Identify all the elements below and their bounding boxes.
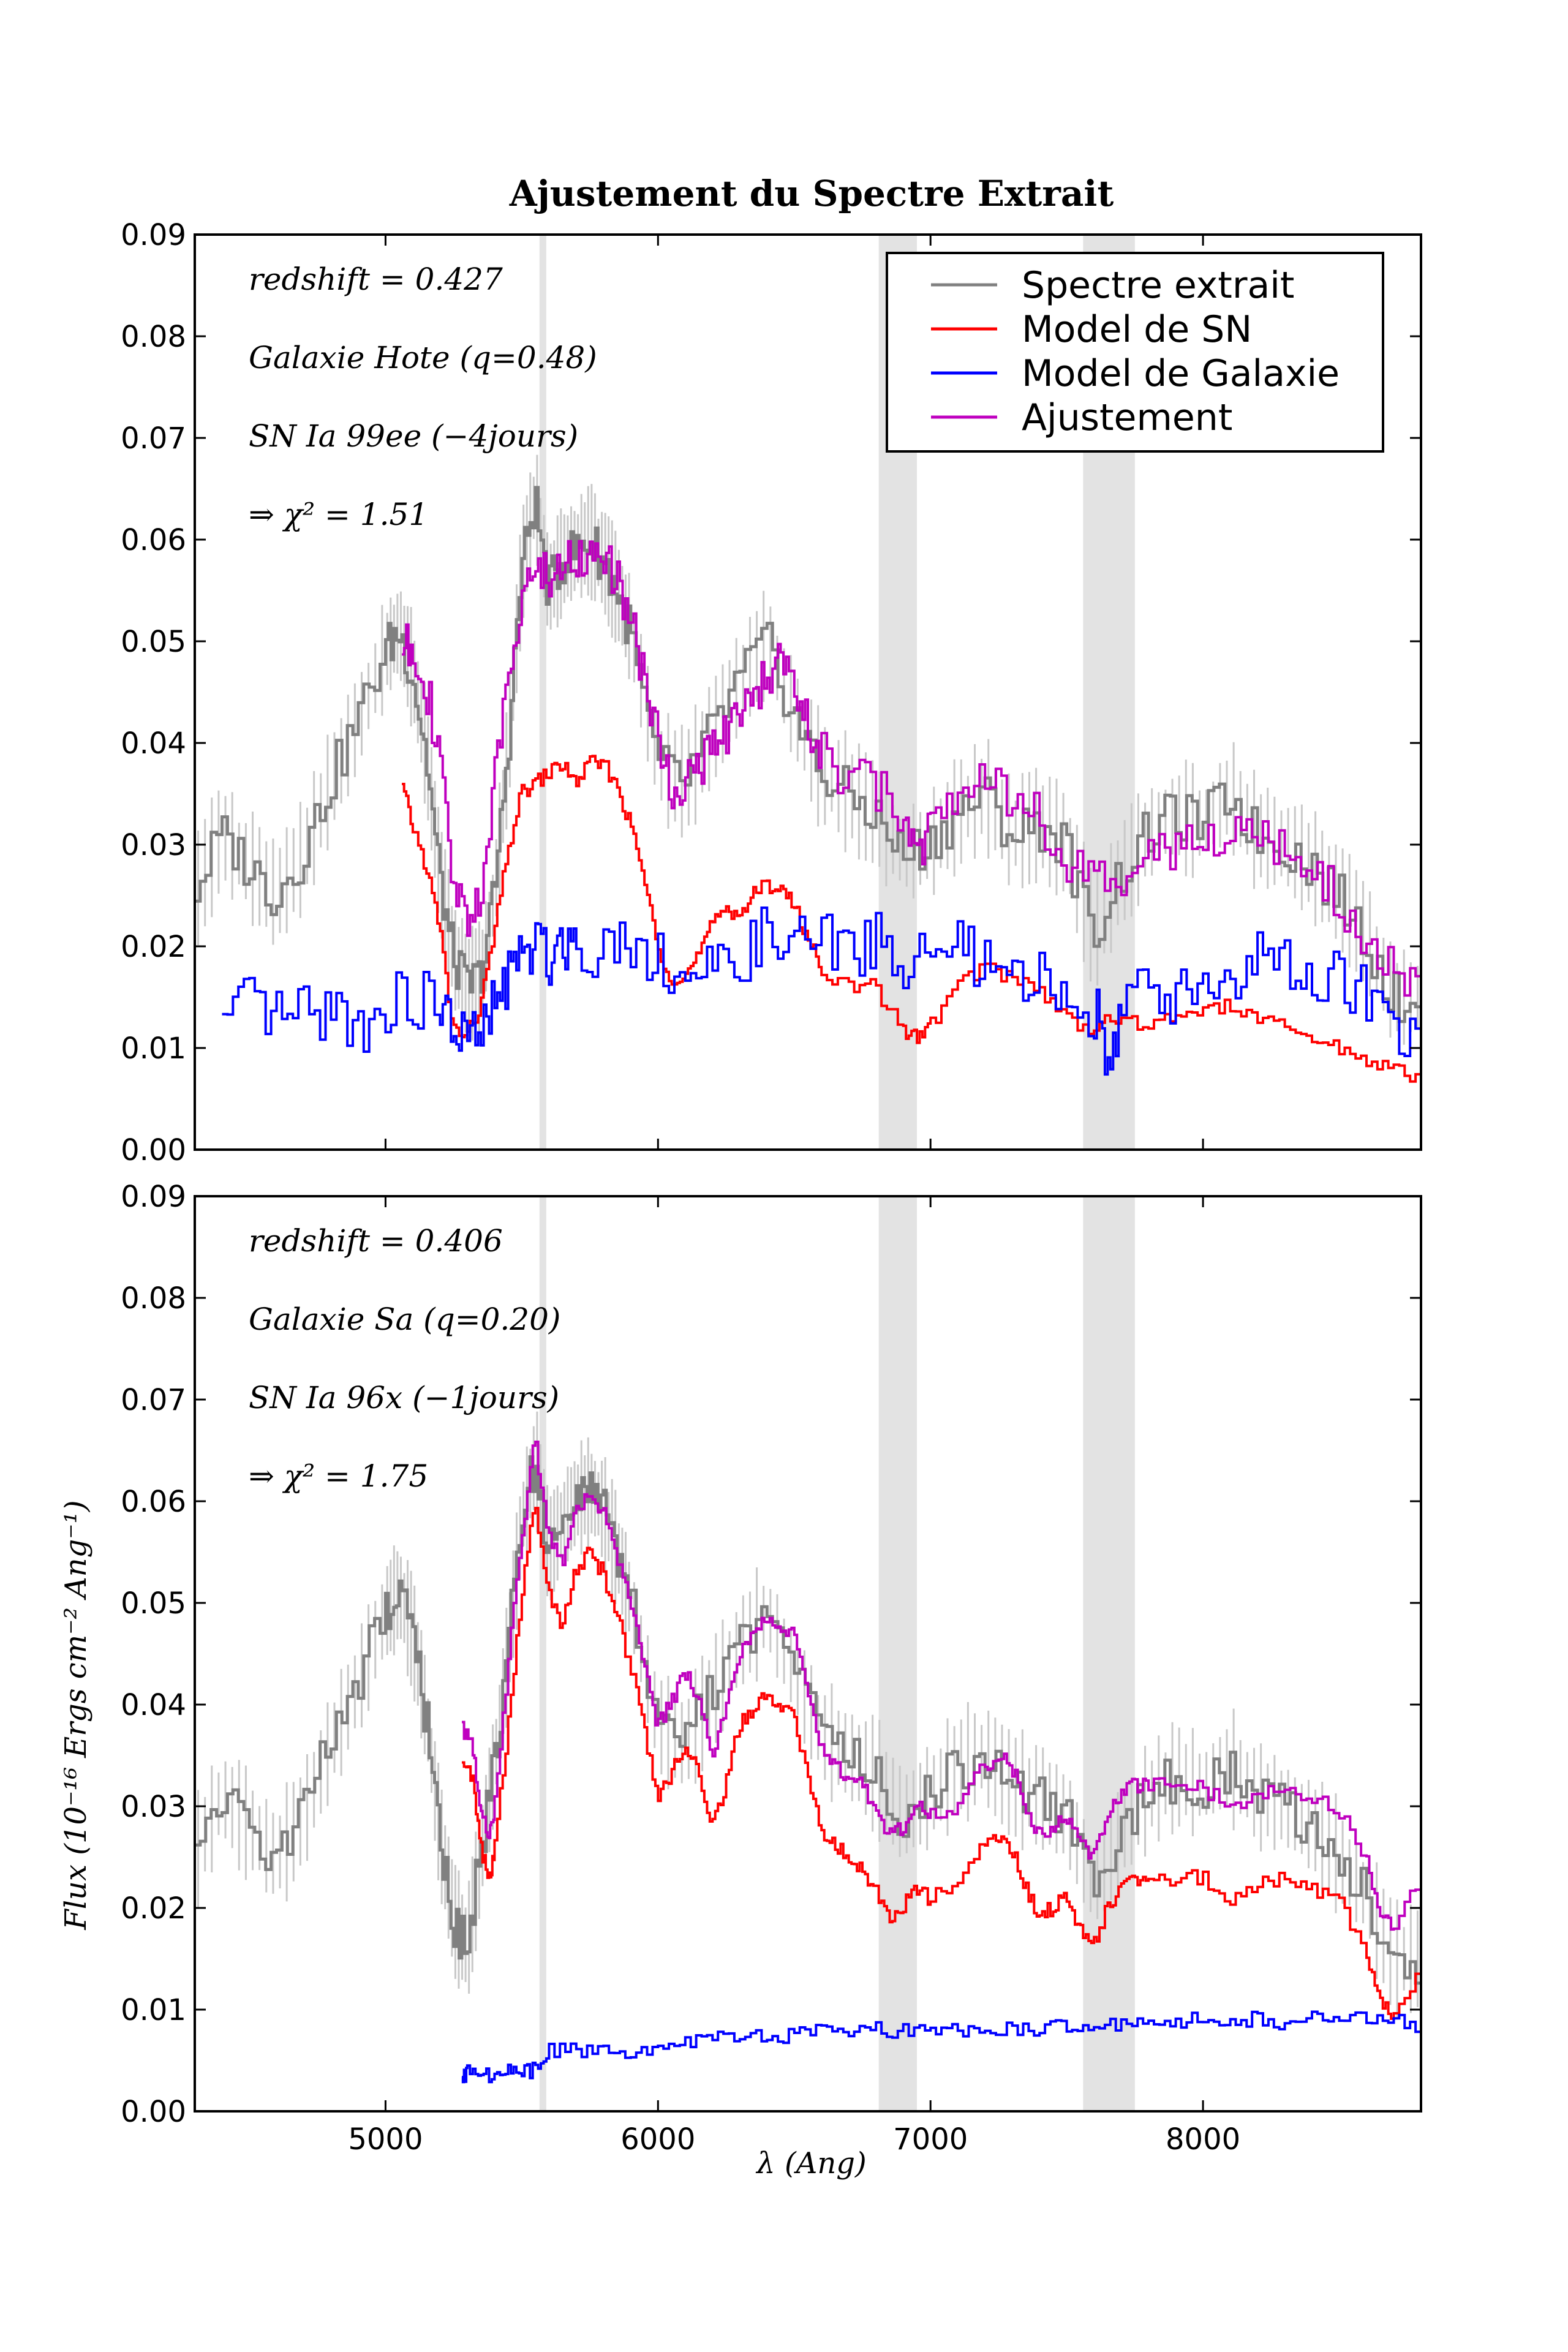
series-ajustement-line (462, 1441, 1421, 1931)
shaded-band (878, 1196, 917, 2111)
y-tick-label: 0.00 (121, 2095, 186, 2129)
y-tick-label: 0.04 (121, 1688, 186, 1722)
x-tick-label: 5000 (348, 2122, 423, 2157)
x-axis: 5000 6000 7000 8000 (348, 1196, 1240, 2157)
annotation-text: redshift = 0.406 (249, 1223, 503, 1259)
y-tick-label: 0.08 (121, 1281, 186, 1316)
axes-frame (194, 233, 1422, 1151)
annotation-text: Galaxie Sa (q=0.20) (249, 1302, 560, 1337)
y-tick-label: 0.03 (121, 1790, 186, 1824)
y-tick-label: 0.05 (121, 625, 186, 659)
y-tick-label: 0.07 (121, 1383, 186, 1417)
y-tick-label: 0.06 (121, 1485, 186, 1519)
series-sn-line (462, 1507, 1421, 2020)
shaded-band (1083, 1196, 1135, 2111)
y-tick-label: 0.02 (121, 1891, 186, 1926)
y-tick-label: 0.01 (121, 1031, 186, 1066)
x-axis-label: λ (Ang) (755, 2146, 866, 2180)
shaded-band (539, 235, 546, 1150)
series-galaxie-line (222, 907, 1421, 1076)
annotation-text: Galaxie Hote (q=0.48) (249, 340, 597, 375)
y-tick-label: 0.03 (121, 828, 186, 862)
plot-area (195, 1196, 1421, 2111)
annotation-text: ⇒ χ² = 1.75 (249, 1458, 428, 1494)
x-tick-label: 6000 (620, 2122, 695, 2157)
y-tick-label: 0.08 (121, 320, 186, 354)
legend-entry: Model de Galaxie (1022, 352, 1340, 395)
fit-annotations: redshift = 0.427 Galaxie Hote (q=0.48) SN … (249, 262, 597, 532)
y-tick-label: 0.00 (121, 1133, 186, 1167)
x-tick-label: 8000 (1166, 2122, 1240, 2157)
annotation-text: ⇒ χ² = 1.51 (249, 497, 428, 532)
x-tick-label: 7000 (893, 2122, 968, 2157)
y-tick-label: 0.06 (121, 523, 186, 557)
top-panel: 0.00 0.01 0.02 0.03 0.04 0.05 0.06 0.07 0.08 0.09… (121, 218, 1422, 1167)
y-tick-label: 0.01 (121, 1993, 186, 2027)
annotation-text: redshift = 0.427 (249, 262, 503, 297)
annotation-text: SN Ia 96x (−1jours) (249, 1380, 559, 1415)
legend-entry: Spectre extrait (1022, 264, 1294, 307)
y-tick-label: 0.09 (121, 1180, 186, 1214)
axes-frame (194, 1195, 1422, 2113)
series-spectre-line (195, 1455, 1421, 1985)
y-tick-label: 0.02 (121, 930, 186, 964)
series-ajustement-line (402, 540, 1421, 997)
legend-entry: Ajustement (1022, 396, 1232, 439)
legend-entry: Model de SN (1022, 308, 1252, 351)
shaded-band (539, 1196, 546, 2111)
y-axis: 0.00 0.01 0.02 0.03 0.04 0.05 0.06 0.07 0.08 0.09 (121, 218, 1421, 1167)
x-axis (384, 235, 1204, 1150)
series-galaxie-line (461, 2010, 1421, 2084)
chart-title: Ajustement du Spectre Extrait (509, 173, 1114, 214)
annotation-text: SN Ia 99ee (−4jours) (249, 418, 578, 454)
y-axis-label: Flux (10⁻¹⁶ Ergs cm⁻² Ang⁻¹) (59, 1500, 93, 1930)
bottom-panel: 5000 6000 7000 8000 0.00 0.01 0.02 0.03 0.04 0.05… (121, 1180, 1422, 2157)
y-tick-label: 0.09 (121, 218, 186, 252)
y-tick-label: 0.07 (121, 421, 186, 456)
fit-annotations: redshift = 0.406 Galaxie Sa (q=0.20) SN Ia… (249, 1223, 560, 1494)
y-axis: 0.00 0.01 0.02 0.03 0.04 0.05 0.06 0.07 0.08 0.09 (121, 1180, 1421, 2129)
y-tick-label: 0.05 (121, 1586, 186, 1621)
y-tick-label: 0.04 (121, 726, 186, 761)
